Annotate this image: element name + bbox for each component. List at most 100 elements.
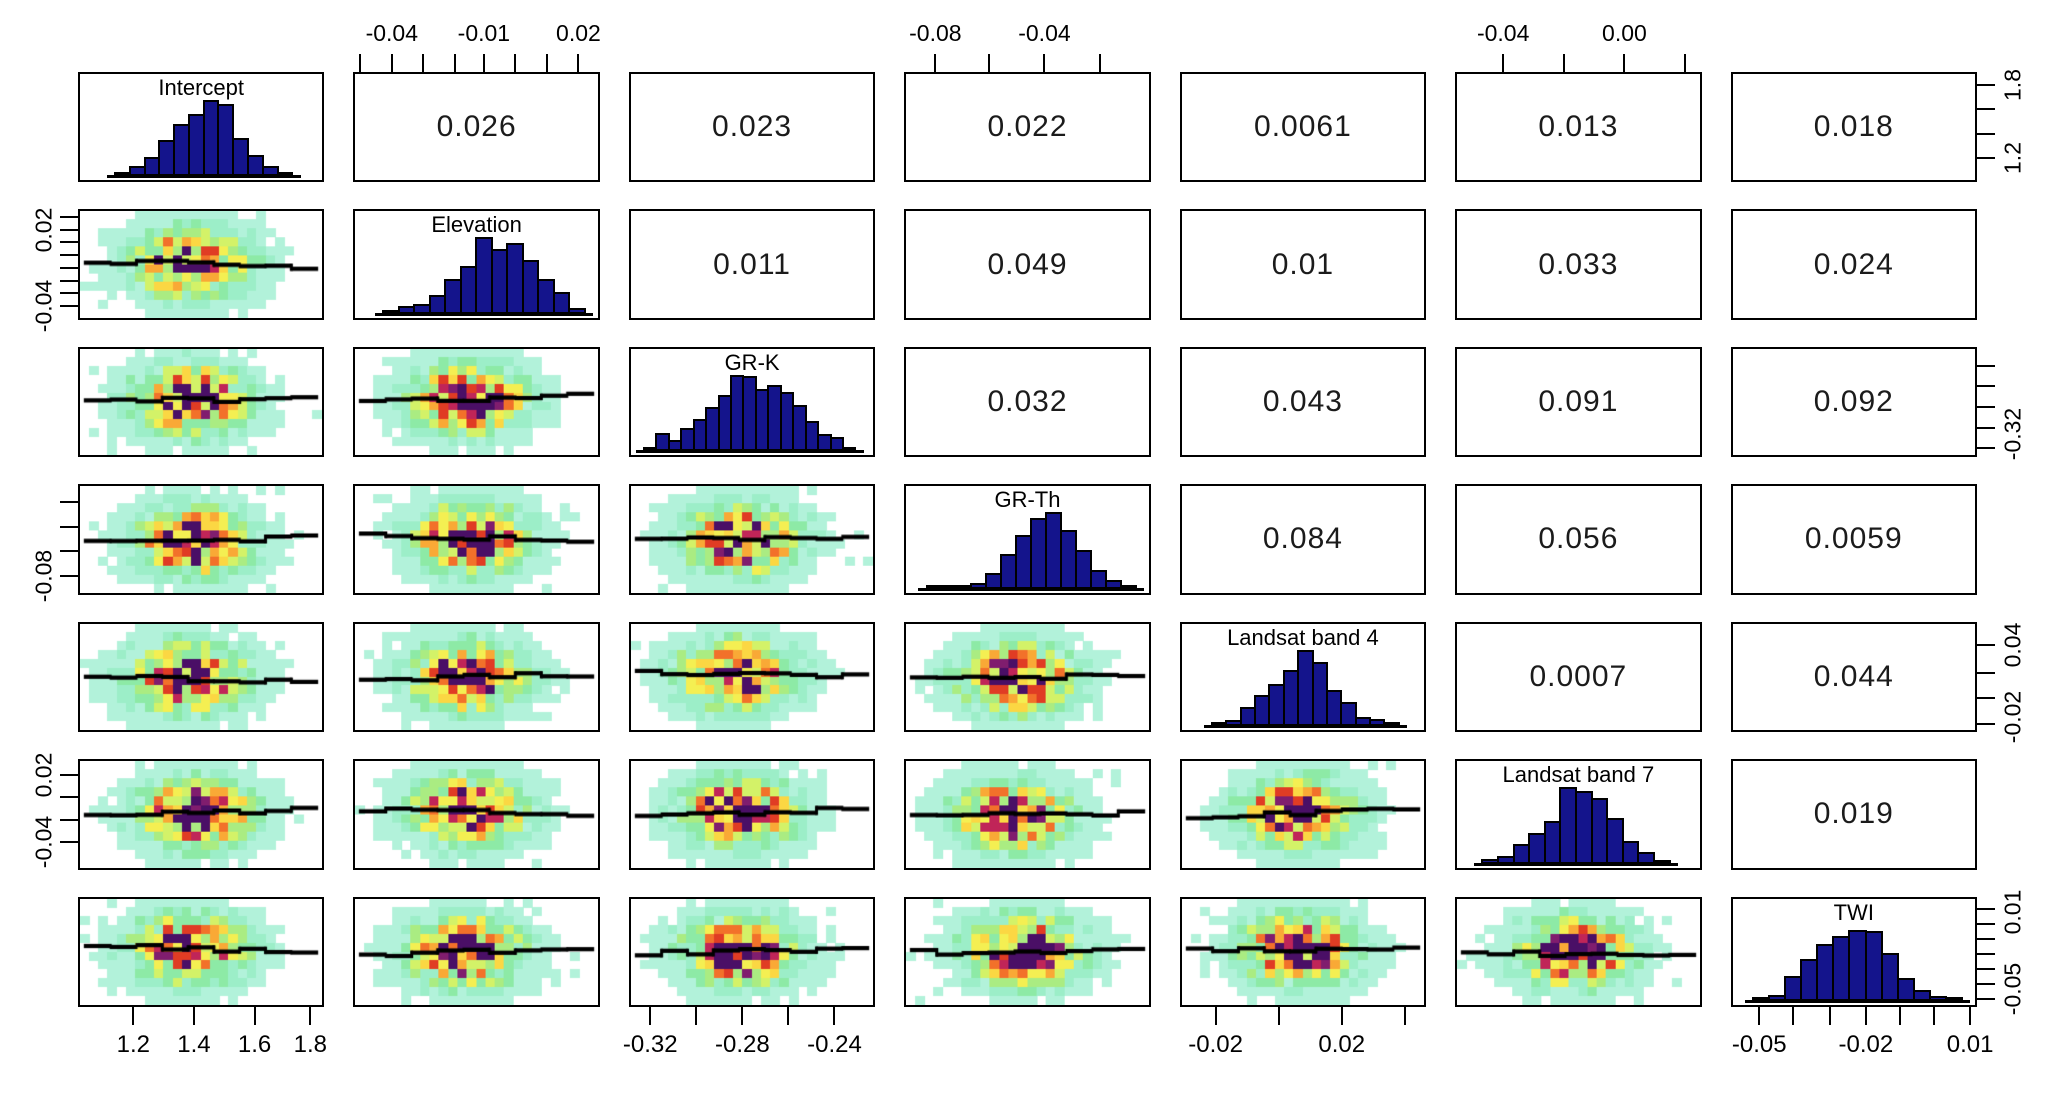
correlation-value: 0.026 (436, 110, 517, 144)
top-axis-tick (359, 54, 362, 72)
bottom-axis-tick (1277, 1007, 1280, 1025)
histogram-baseline (1474, 862, 1678, 866)
histogram-bar (841, 447, 857, 452)
panel-correlation-r4c5: 0.084 (1179, 484, 1427, 595)
bottom-axis-tick (1898, 1007, 1901, 1025)
panel-correlation-r1c4: 0.022 -0.08 -0.04 (904, 20, 1151, 183)
top-axis-tick (1099, 54, 1102, 72)
bottom-axis-label: 0.02 (1318, 1031, 1366, 1058)
density-scatter-canvas (355, 486, 598, 593)
bottom-axis-label: -0.32 (622, 1031, 678, 1058)
left-axis-tick (60, 279, 78, 282)
left-axis-label: 0.02 (30, 752, 57, 798)
panel-density-r4c1: -0.08 (31, 484, 325, 602)
variable-label: Elevation (431, 212, 522, 238)
histogram-baseline (1203, 725, 1408, 729)
bottom-axis-tick (1969, 1007, 1972, 1025)
right-axis-tick (1977, 908, 1995, 911)
panel-correlation-r4c7: 0.0059 (1730, 484, 1977, 595)
histogram-bar (1119, 584, 1137, 589)
variable-label: GR-K (724, 349, 780, 375)
right-axis-tick (1977, 671, 1995, 674)
variable-label: TWI (1833, 899, 1874, 925)
density-scatter-canvas (906, 623, 1149, 731)
density-scatter-canvas (80, 623, 323, 731)
bottom-axis-tick (741, 1007, 744, 1025)
top-axis-tick (1562, 54, 1565, 72)
panel-density-r5c4 (904, 621, 1151, 733)
histogram-baseline (918, 587, 1144, 591)
panel-density-r7c6 (1455, 896, 1702, 1007)
panel-diagonal-landsat-band-7: Landsat band 7 (1455, 759, 1702, 870)
panel-density-r7c4 (904, 896, 1151, 1007)
histogram-bar (1606, 817, 1624, 864)
top-axis-label: 0.00 (1602, 20, 1647, 46)
top-axis-tick (545, 54, 548, 72)
histogram-bar (552, 292, 571, 314)
correlation-value: 0.044 (1813, 659, 1894, 693)
histogram-bar (1912, 989, 1931, 1001)
correlation-value: 0.024 (1813, 247, 1894, 281)
panel-density-r4c2 (353, 484, 600, 595)
left-axis-tick (60, 550, 78, 553)
right-axis-label: 1.8 (1999, 68, 2026, 101)
histogram-bar (261, 166, 279, 177)
variable-label: GR-Th (994, 487, 1061, 513)
bottom-axis-label: 1.4 (177, 1031, 211, 1058)
bottom-axis-label: 1.2 (116, 1031, 151, 1058)
panel-correlation-r1c2: 0.026 -0.04 -0.01 0.02 (353, 20, 601, 183)
left-axis-tick (60, 241, 78, 244)
panel-diagonal-intercept: Intercept (78, 72, 325, 183)
density-scatter-canvas (630, 898, 874, 1005)
correlation-value: 0.056 (1538, 522, 1619, 556)
top-axis-tick (1043, 54, 1046, 72)
panel-correlation-r2c6: 0.033 (1455, 209, 1702, 320)
top-axis-tick (422, 54, 425, 72)
right-axis-tick (1977, 923, 1995, 926)
top-axis-label: -0.01 (457, 20, 511, 46)
histogram (925, 512, 1137, 589)
top-axis-tick (934, 54, 937, 72)
panel-density-r3c1 (78, 346, 325, 458)
correlation-value: 0.0059 (1804, 522, 1903, 556)
left-axis-tick (60, 305, 78, 308)
correlation-value: 0.084 (1262, 522, 1343, 556)
histogram-bar (1944, 997, 1963, 1001)
histogram (113, 99, 294, 177)
bottom-axis-tick (1932, 1007, 1935, 1025)
bottom-axis-tick (253, 1007, 256, 1025)
bottom-axis-tick (1214, 1007, 1217, 1025)
histogram-bar (246, 154, 264, 177)
panel-diagonal-twi: TWI -0.05 -0.02 0.01 0.01 -0.05 (1730, 890, 2026, 1058)
right-axis-label: 0.01 (1999, 890, 2026, 935)
histogram-bar (1089, 569, 1107, 589)
right-axis-tick (1977, 982, 1995, 985)
top-axis-tick (1623, 54, 1626, 72)
correlation-value: 0.0061 (1254, 110, 1352, 144)
histogram-baseline (374, 312, 593, 316)
panel-correlation-r2c3: 0.011 (628, 209, 876, 320)
histogram (1751, 924, 1963, 1001)
panel-density-r7c3: -0.32 -0.28 -0.24 (623, 896, 876, 1058)
panel-density-r6c4 (904, 759, 1151, 870)
top-axis-label: -0.04 (1018, 20, 1071, 46)
variable-label: Landsat band 4 (1227, 624, 1379, 650)
right-axis-label: -0.32 (1999, 407, 2026, 461)
density-scatter-canvas (906, 898, 1149, 1005)
histogram (642, 374, 857, 452)
left-axis-tick (60, 525, 78, 528)
top-axis-label: -0.04 (1476, 20, 1530, 46)
left-axis-tick (60, 292, 78, 295)
correlation-value: 0.013 (1538, 110, 1619, 144)
histogram-bar (1074, 550, 1092, 589)
panel-density-r7c1: 1.2 1.4 1.6 1.8 (78, 896, 327, 1058)
histogram-bar (1880, 952, 1899, 1001)
density-scatter-canvas (80, 486, 323, 593)
right-axis-tick (1977, 967, 1995, 970)
bottom-axis-tick (1340, 1007, 1343, 1025)
right-axis-tick (1977, 364, 1995, 367)
left-axis-tick (60, 818, 78, 821)
correlation-value: 0.043 (1262, 385, 1343, 419)
left-axis-label: -0.04 (30, 279, 57, 333)
bottom-axis-label: -0.24 (807, 1031, 862, 1058)
